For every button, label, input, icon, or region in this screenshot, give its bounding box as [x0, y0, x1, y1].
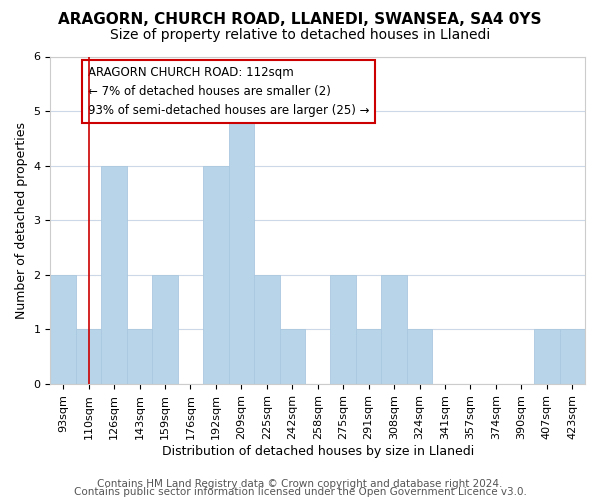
Bar [356, 330, 382, 384]
Bar [229, 111, 254, 384]
Bar [382, 275, 407, 384]
Bar [331, 275, 356, 384]
Bar [152, 275, 178, 384]
Bar [254, 275, 280, 384]
Text: Size of property relative to detached houses in Llanedi: Size of property relative to detached ho… [110, 28, 490, 42]
Bar [127, 330, 152, 384]
Text: ARAGORN, CHURCH ROAD, LLANEDI, SWANSEA, SA4 0YS: ARAGORN, CHURCH ROAD, LLANEDI, SWANSEA, … [58, 12, 542, 28]
X-axis label: Distribution of detached houses by size in Llanedi: Distribution of detached houses by size … [161, 444, 474, 458]
Bar [76, 330, 101, 384]
Text: Contains HM Land Registry data © Crown copyright and database right 2024.: Contains HM Land Registry data © Crown c… [97, 479, 503, 489]
Text: Contains public sector information licensed under the Open Government Licence v3: Contains public sector information licen… [74, 487, 526, 497]
Bar [203, 166, 229, 384]
Bar [50, 275, 76, 384]
Bar [407, 330, 432, 384]
Y-axis label: Number of detached properties: Number of detached properties [15, 122, 28, 319]
Bar [534, 330, 560, 384]
Bar [280, 330, 305, 384]
Text: ARAGORN CHURCH ROAD: 112sqm
← 7% of detached houses are smaller (2)
93% of semi-: ARAGORN CHURCH ROAD: 112sqm ← 7% of deta… [88, 66, 370, 118]
Bar [101, 166, 127, 384]
Bar [560, 330, 585, 384]
